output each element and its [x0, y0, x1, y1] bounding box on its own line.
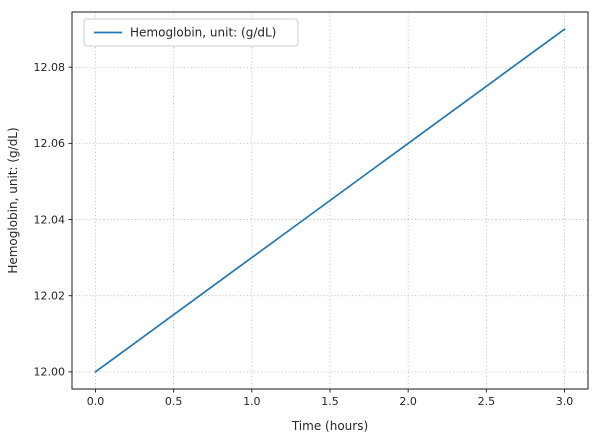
y-tick-label: 12.08	[34, 61, 66, 74]
legend-box	[83, 18, 299, 47]
series-line	[94, 28, 566, 373]
x-axis-label: Time (hours)	[291, 419, 368, 433]
y-tick-label: 12.02	[34, 290, 66, 303]
x-tick-label: 1.5	[321, 395, 339, 408]
x-tick-label: 3.0	[556, 395, 574, 408]
y-tick-label: 12.00	[34, 366, 66, 379]
axis-ticks: 0.0 0.5 1.0 1.5 2.0 2.5 3.0 12.00 12.02 12.04 12.0…	[34, 61, 574, 408]
y-tick-label: 12.06	[34, 137, 66, 150]
series-layer	[94, 28, 566, 373]
y-axis-label: Hemoglobin, unit: (g/dL)	[6, 127, 20, 273]
plot-border	[71, 11, 589, 390]
x-tick-label: 0.0	[87, 395, 105, 408]
legend: Hemoglobin, unit: (g/dL)	[83, 18, 299, 47]
x-tick-label: 1.0	[243, 395, 261, 408]
x-tick-label: 2.5	[478, 395, 496, 408]
x-tick-label: 0.5	[165, 395, 183, 408]
y-tick-label: 12.04	[34, 213, 66, 226]
legend-label: Hemoglobin, unit: (g/dL)	[130, 26, 276, 40]
x-tick-label: 2.0	[399, 395, 417, 408]
